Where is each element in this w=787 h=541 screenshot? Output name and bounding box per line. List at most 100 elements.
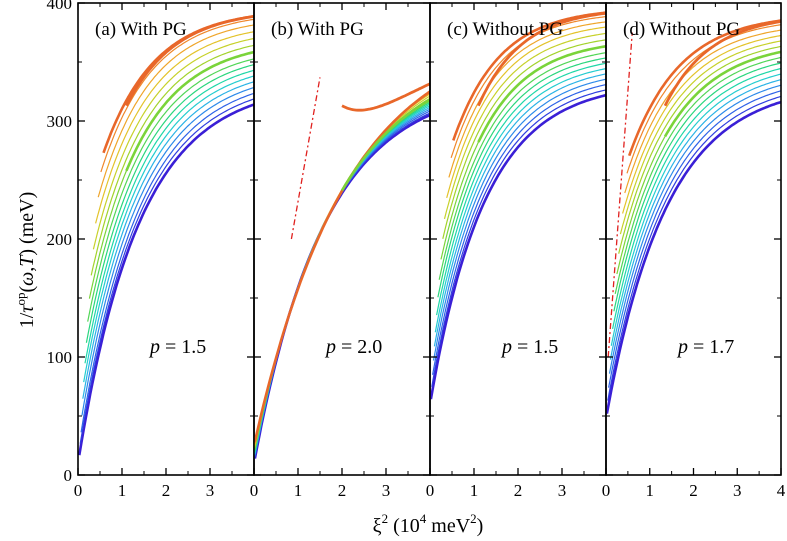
x-tick-label-d-4: 4	[777, 481, 786, 500]
series-line-a-2	[79, 98, 254, 444]
panel-label-a: (a) With PG	[95, 19, 187, 40]
series-line-c-14	[448, 21, 606, 178]
series-line-b-9	[254, 100, 430, 450]
series-line-d-9	[614, 56, 781, 295]
series-line-d-2	[607, 95, 781, 401]
series-line-d-7	[612, 67, 781, 330]
y-tick-label-0: 0	[64, 466, 73, 485]
series-line-c-2	[431, 89, 606, 388]
series-line-c-9	[438, 52, 606, 280]
y-tick-label-2: 200	[47, 230, 73, 249]
series-line-b-13	[254, 93, 430, 446]
series-line-d-3	[608, 90, 781, 388]
series-bold-mid-c	[477, 45, 606, 143]
series-line-a-7	[84, 69, 254, 364]
series-line-c-13	[446, 26, 606, 199]
series-line-d-4	[608, 84, 781, 374]
y-title-comma: ,	[16, 267, 38, 272]
series-line-d-16	[627, 19, 781, 157]
x-tick-label-b-3: 3	[382, 481, 391, 500]
x-title-rest2: meV	[426, 515, 470, 537]
panel-a: 0 1 2 3 0 100 200 300 400 (a) With PG p = 1.5	[47, 0, 255, 500]
parameter-label-b: p = 2.0	[324, 336, 382, 358]
series-line-b-2	[254, 112, 430, 458]
x-title-sup3: 2	[470, 511, 477, 526]
series-line-b-10	[254, 98, 430, 449]
parameter-label-d: p = 1.7	[676, 336, 734, 358]
x-tick-label-c-0: 0	[426, 481, 435, 500]
series-line-d-14	[624, 29, 781, 194]
series-line-a-9	[87, 58, 254, 322]
series-line-d-13	[622, 34, 781, 214]
panel-label-b: (b) With PG	[271, 19, 364, 40]
x-tick-label-b-0: 0	[250, 481, 259, 500]
series-bold-top-b	[341, 82, 430, 112]
x-tick-label-a-1: 1	[118, 481, 127, 500]
series-line-c-6	[434, 68, 606, 333]
y-title-open: (	[16, 286, 38, 293]
x-tick-label-a-3: 3	[206, 481, 215, 500]
series-line-b-11	[254, 97, 430, 448]
series-line-c-4	[432, 78, 606, 361]
parameter-symbol-a: p	[148, 336, 160, 358]
x-title-xi: ξ	[373, 515, 382, 537]
x-tick-label-a-2: 2	[162, 481, 171, 500]
series-bold-top-c	[477, 11, 606, 107]
series-line-c-11	[442, 39, 606, 239]
y-tick-label-4: 400	[47, 0, 73, 13]
series-line-a-8	[85, 64, 254, 343]
series-line-b-12	[254, 95, 430, 447]
series-line-d-1	[606, 100, 781, 414]
series-line-c-7	[436, 62, 606, 316]
y-tick-label-3: 300	[47, 112, 73, 131]
y-title-unit: ) (meV)	[16, 192, 38, 256]
series-line-d-11	[618, 45, 781, 254]
x-tick-label-b-1: 1	[294, 481, 303, 500]
x-title-sup2: 4	[420, 511, 427, 526]
y-title-prefix: 1/	[16, 312, 38, 328]
series-line-c-8	[437, 57, 606, 298]
x-tick-label-c-2: 2	[514, 481, 523, 500]
y-axis-title: 1/τop(ω,T) (meV)	[13, 192, 38, 329]
parameter-value-c: = 1.5	[512, 336, 558, 358]
parameter-symbol-d: p	[676, 336, 688, 358]
panel-c: 0 1 2 3 (c) Without PG p = 1.5	[426, 2, 607, 500]
series-line-a-15	[100, 18, 254, 173]
series-line-a-4	[81, 86, 254, 416]
parameter-value-a: = 1.5	[160, 336, 206, 358]
x-tick-label-b-2: 2	[338, 481, 347, 500]
y-tick-label-1: 100	[47, 348, 73, 367]
parameter-symbol-c: p	[500, 336, 512, 358]
parameter-label-a: p = 1.5	[148, 336, 206, 358]
series-line-a-1	[78, 103, 254, 456]
series-line-b-1	[254, 113, 430, 459]
x-tick-label-c-1: 1	[470, 481, 479, 500]
series-line-a-5	[82, 81, 254, 399]
series-line-a-12	[92, 37, 254, 250]
series-line-d-6	[610, 73, 781, 346]
x-title-end: )	[477, 515, 484, 537]
series-bold-mid-a	[125, 50, 254, 172]
panel-b: 0 1 2 3 (b) With PG p = 2.0	[250, 2, 431, 500]
x-tick-label-d-0: 0	[602, 481, 611, 500]
panel-label-c: (c) Without PG	[447, 19, 563, 40]
parameter-label-c: p = 1.5	[500, 336, 558, 358]
parameter-value-d: = 1.7	[688, 336, 734, 358]
series-line-b-8	[254, 101, 430, 451]
parameter-value-b: = 2.0	[336, 336, 382, 358]
x-tick-label-c-3: 3	[558, 481, 567, 500]
panel-b-curves	[254, 77, 430, 459]
series-line-b-16	[254, 90, 430, 442]
panel-d-curves	[606, 19, 781, 414]
series-line-b-3	[254, 110, 430, 457]
series-line-a-3	[80, 92, 254, 433]
x-tick-label-a-0: 0	[74, 481, 83, 500]
series-line-b-5	[254, 106, 430, 455]
panel-label-d: (d) Without PG	[623, 19, 740, 40]
series-line-b-15	[254, 91, 430, 443]
series-line-b-6	[254, 105, 430, 454]
y-title-omega: ω	[16, 272, 38, 286]
panel-c-curves	[430, 11, 606, 400]
series-line-a-14	[97, 24, 254, 198]
